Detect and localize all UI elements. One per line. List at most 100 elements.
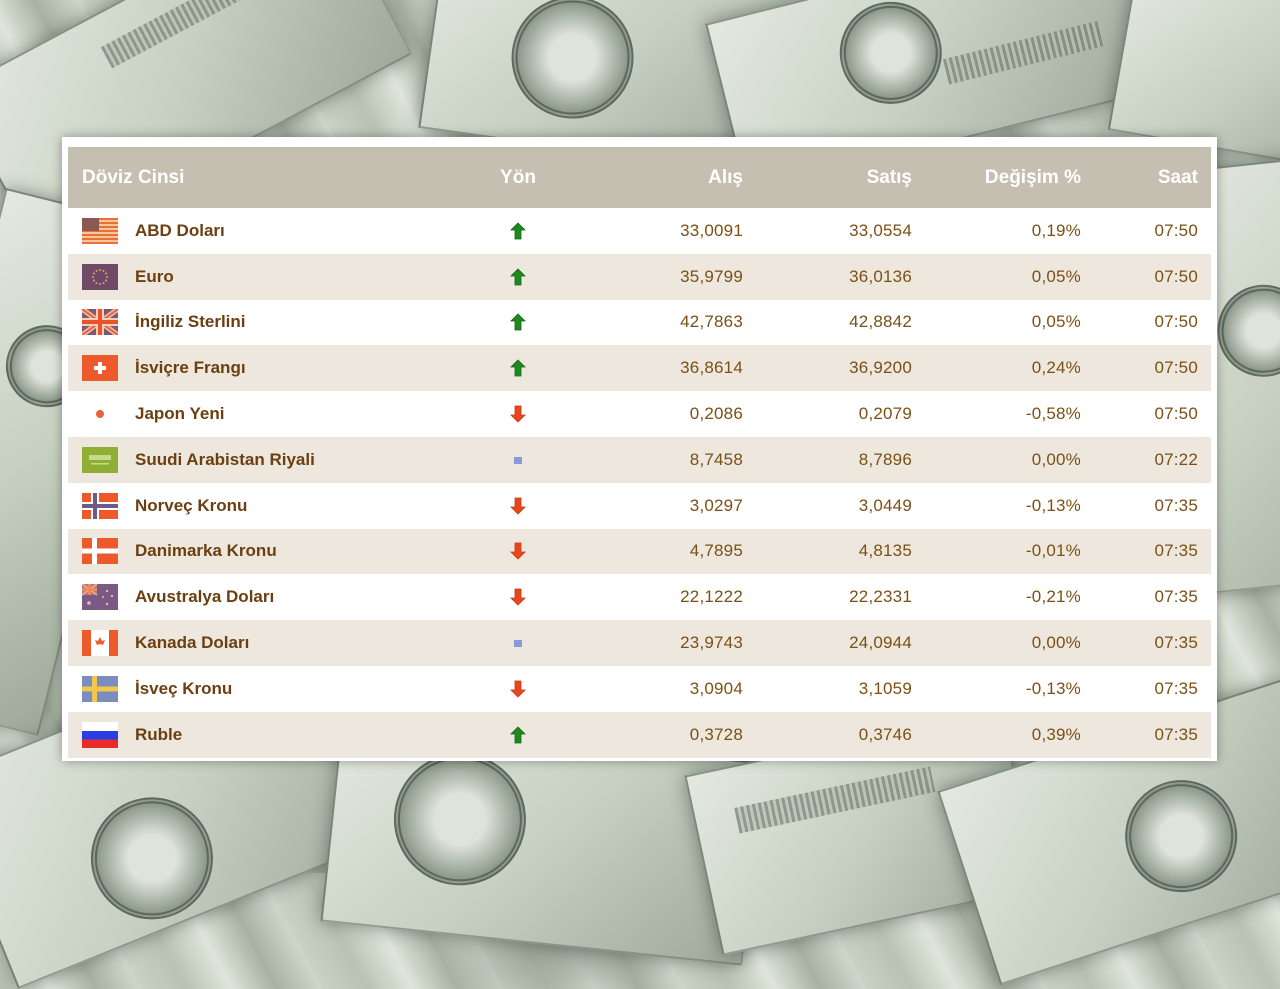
currency-cell: ABD Doları xyxy=(68,217,468,244)
sa-flag-icon xyxy=(82,446,118,473)
change-percent: 0,00% xyxy=(1031,633,1081,653)
jp-flag-icon xyxy=(82,401,118,427)
update-time: 07:50 xyxy=(1154,312,1198,332)
sell-rate: 33,0554 xyxy=(849,220,912,240)
update-time: 07:50 xyxy=(1154,404,1198,424)
currency-cell: Suudi Arabistan Riyali xyxy=(68,446,468,473)
us-flag-icon xyxy=(82,217,118,244)
buy-rate: 3,0297 xyxy=(689,495,743,515)
exchange-rate-table: Döviz Cinsi Yön Alış Satış Değişim % Saa… xyxy=(68,147,1211,758)
buy-rate: 23,9743 xyxy=(680,633,743,653)
currency-cell: İsviçre Frangı xyxy=(68,355,468,382)
ca-flag-icon xyxy=(82,630,118,657)
arrow-down-icon xyxy=(510,542,526,561)
header-direction: Yön xyxy=(500,166,536,188)
buy-rate: 22,1222 xyxy=(680,587,743,607)
buy-rate: 0,3728 xyxy=(689,724,743,744)
sell-rate: 42,8842 xyxy=(849,312,912,332)
sell-rate: 36,9200 xyxy=(849,358,912,378)
direction-cell xyxy=(468,313,568,331)
arrow-up-icon xyxy=(510,359,526,377)
no-change-icon xyxy=(510,451,526,469)
arrow-up-icon xyxy=(510,313,526,331)
direction-cell xyxy=(468,359,568,377)
arrow-down-icon xyxy=(510,405,526,423)
update-time: 07:50 xyxy=(1154,358,1198,378)
arrow-down-icon xyxy=(510,497,526,515)
change-percent: 0,05% xyxy=(1031,312,1081,332)
sell-rate: 22,2331 xyxy=(849,587,912,607)
table-header: Döviz Cinsi Yön Alış Satış Değişim % Saa… xyxy=(68,147,1211,208)
currency-name: Euro xyxy=(135,266,174,286)
buy-rate: 3,0904 xyxy=(689,678,743,698)
table-row: ABD Doları 33,0091 33,0554 0,19% 07:50 xyxy=(68,208,1211,254)
change-percent: -0,13% xyxy=(1025,495,1081,515)
currency-name: ABD Doları xyxy=(135,220,225,240)
table-row: İsviçre Frangı 36,8614 36,9200 0,24% 07:50 xyxy=(68,345,1211,392)
table-row: Danimarka Kronu 4,7895 4,8135 -0,01% 07:35 xyxy=(68,528,1211,575)
sell-rate: 8,7896 xyxy=(858,449,912,469)
update-time: 07:50 xyxy=(1154,266,1198,286)
table-body: ABD Doları 33,0091 33,0554 0,19% 07:50 Euro 35… xyxy=(68,208,1211,758)
update-time: 07:22 xyxy=(1154,449,1198,469)
table-row: İngiliz Sterlini 42,7863 42,8842 0,05% 07:50 xyxy=(68,299,1211,346)
header-change: Değişim % xyxy=(984,166,1081,188)
currency-cell: İsveç Kronu xyxy=(68,675,468,702)
eu-flag-icon xyxy=(82,263,118,290)
no-flag-icon xyxy=(82,492,118,519)
direction-cell xyxy=(468,634,568,652)
buy-rate: 36,8614 xyxy=(680,358,743,378)
currency-name: Suudi Arabistan Riyali xyxy=(135,449,315,469)
currency-name: Norveç Kronu xyxy=(135,495,248,515)
direction-cell xyxy=(468,680,568,698)
direction-cell xyxy=(468,542,568,561)
header-sell: Satış xyxy=(866,166,912,188)
currency-cell: Kanada Doları xyxy=(68,630,468,657)
currency-cell: Japon Yeni xyxy=(68,401,468,427)
sell-rate: 4,8135 xyxy=(858,541,912,561)
arrow-up-icon xyxy=(510,268,526,286)
buy-rate: 33,0091 xyxy=(680,220,743,240)
change-percent: 0,00% xyxy=(1031,449,1081,469)
direction-cell xyxy=(468,451,568,469)
arrow-down-icon xyxy=(510,680,526,698)
currency-cell: Danimarka Kronu xyxy=(68,538,468,565)
currency-name: Danimarka Kronu xyxy=(135,541,277,561)
exchange-rate-panel: Döviz Cinsi Yön Alış Satış Değişim % Saa… xyxy=(62,137,1217,761)
buy-rate: 42,7863 xyxy=(680,312,743,332)
currency-name: İngiliz Sterlini xyxy=(135,312,246,332)
update-time: 07:35 xyxy=(1154,724,1198,744)
arrow-up-icon xyxy=(510,726,526,744)
uk-flag-icon xyxy=(82,309,118,336)
update-time: 07:35 xyxy=(1154,495,1198,515)
header-time: Saat xyxy=(1157,166,1198,188)
table-row: Japon Yeni 0,2086 0,2079 -0,58% 07:50 xyxy=(68,391,1211,437)
direction-cell xyxy=(468,726,568,744)
update-time: 07:35 xyxy=(1154,678,1198,698)
change-percent: 0,24% xyxy=(1031,358,1081,378)
currency-name: Kanada Doları xyxy=(135,633,250,653)
ru-flag-icon xyxy=(82,721,118,748)
currency-name: İsviçre Frangı xyxy=(135,358,246,378)
sell-rate: 3,0449 xyxy=(858,495,912,515)
no-change-icon xyxy=(510,634,526,652)
currency-name: İsveç Kronu xyxy=(135,678,233,698)
currency-cell: Ruble xyxy=(68,721,468,748)
ch-flag-icon xyxy=(82,355,118,382)
currency-cell: İngiliz Sterlini xyxy=(68,309,468,336)
currency-name: Japon Yeni xyxy=(135,404,225,424)
direction-cell xyxy=(468,497,568,515)
sell-rate: 0,2079 xyxy=(858,404,912,424)
arrow-down-icon xyxy=(510,588,526,606)
currency-cell: Avustralya Doları xyxy=(68,584,468,611)
update-time: 07:35 xyxy=(1154,587,1198,607)
update-time: 07:35 xyxy=(1154,633,1198,653)
currency-name: Avustralya Doları xyxy=(135,587,275,607)
table-row: Suudi Arabistan Riyali 8,7458 8,7896 0,00% 0… xyxy=(68,436,1211,483)
table-row: Avustralya Doları 22,1222 22,2331 -0,21% 07:… xyxy=(68,574,1211,621)
header-buy: Alış xyxy=(708,166,743,188)
direction-cell xyxy=(468,588,568,606)
table-row: Ruble 0,3728 0,3746 0,39% 07:35 xyxy=(68,711,1211,758)
direction-cell xyxy=(468,405,568,423)
change-percent: 0,05% xyxy=(1031,266,1081,286)
